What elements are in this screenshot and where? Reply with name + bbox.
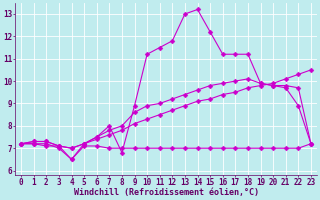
X-axis label: Windchill (Refroidissement éolien,°C): Windchill (Refroidissement éolien,°C)	[74, 188, 259, 197]
